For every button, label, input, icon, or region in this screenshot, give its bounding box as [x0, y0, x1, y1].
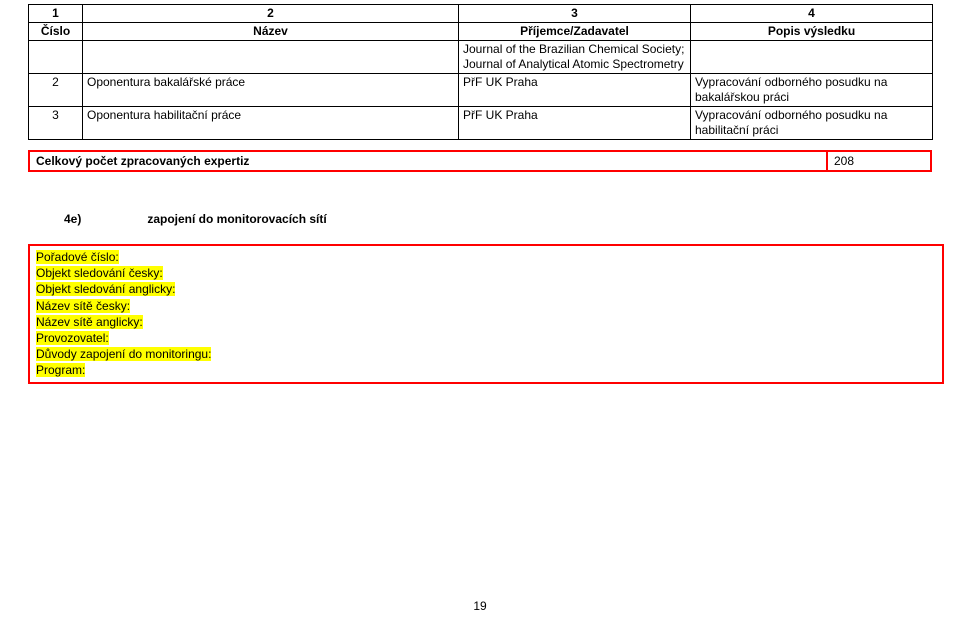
- table-row: 3 Oponentura habilitační práce PřF UK Pr…: [29, 107, 933, 140]
- total-count-label: Celkový počet zpracovaných expertiz: [28, 150, 826, 172]
- cell-number: 3: [29, 107, 83, 140]
- mon-field: Objekt sledování česky:: [36, 265, 936, 281]
- mon-field-label: Program:: [36, 363, 85, 377]
- section-4e-code: 4e): [64, 212, 144, 226]
- table-header-labels: Číslo Název Příjemce/Zadavatel Popis výs…: [29, 23, 933, 41]
- section-4e-title: zapojení do monitorovacích sítí: [147, 212, 326, 226]
- col-num-number: 1: [29, 5, 83, 23]
- mon-field: Pořadové číslo:: [36, 249, 936, 265]
- col-num-name: 2: [83, 5, 459, 23]
- col-label-result: Popis výsledku: [691, 23, 933, 41]
- col-label-name: Název: [83, 23, 459, 41]
- col-num-result: 4: [691, 5, 933, 23]
- col-label-recipient: Příjemce/Zadavatel: [459, 23, 691, 41]
- mon-field-label: Objekt sledování anglicky:: [36, 282, 175, 296]
- cell-number: [29, 41, 83, 74]
- mon-field: Provozovatel:: [36, 330, 936, 346]
- col-num-recipient: 3: [459, 5, 691, 23]
- cell-result: Vypracování odborného posudku na habilit…: [691, 107, 933, 140]
- mon-field-label: Pořadové číslo:: [36, 250, 119, 264]
- cell-number: 2: [29, 74, 83, 107]
- cell-recipient: Journal of the Brazilian Chemical Societ…: [459, 41, 691, 74]
- mon-field-label: Název sítě česky:: [36, 299, 130, 313]
- cell-result: Vypracování odborného posudku na bakalář…: [691, 74, 933, 107]
- cell-name: Oponentura habilitační práce: [83, 107, 459, 140]
- mon-field-label: Provozovatel:: [36, 331, 109, 345]
- total-count-box: Celkový počet zpracovaných expertiz 208: [28, 150, 932, 172]
- cell-recipient: PřF UK Praha: [459, 107, 691, 140]
- mon-field: Objekt sledování anglicky:: [36, 281, 936, 297]
- cell-result: [691, 41, 933, 74]
- mon-field-label: Objekt sledování česky:: [36, 266, 163, 280]
- section-4e-heading: 4e) zapojení do monitorovacích sítí: [64, 212, 960, 226]
- cell-name: Oponentura bakalářské práce: [83, 74, 459, 107]
- table-row: Journal of the Brazilian Chemical Societ…: [29, 41, 933, 74]
- cell-recipient: PřF UK Praha: [459, 74, 691, 107]
- table-row: 2 Oponentura bakalářské práce PřF UK Pra…: [29, 74, 933, 107]
- page-number: 19: [0, 599, 960, 613]
- mon-field-label: Název sítě anglicky:: [36, 315, 143, 329]
- mon-field: Důvody zapojení do monitoringu:: [36, 346, 936, 362]
- mon-field: Název sítě anglicky:: [36, 314, 936, 330]
- col-label-number: Číslo: [29, 23, 83, 41]
- mon-field: Název sítě česky:: [36, 298, 936, 314]
- total-count-value: 208: [826, 150, 932, 172]
- expertise-table: 1 2 3 4 Číslo Název Příjemce/Zadavatel P…: [28, 4, 933, 140]
- mon-field: Program:: [36, 362, 936, 378]
- mon-field-label: Důvody zapojení do monitoringu:: [36, 347, 211, 361]
- table-header-numbers: 1 2 3 4: [29, 5, 933, 23]
- monitoring-fields-box: Pořadové číslo: Objekt sledování česky: …: [28, 244, 944, 384]
- cell-name: [83, 41, 459, 74]
